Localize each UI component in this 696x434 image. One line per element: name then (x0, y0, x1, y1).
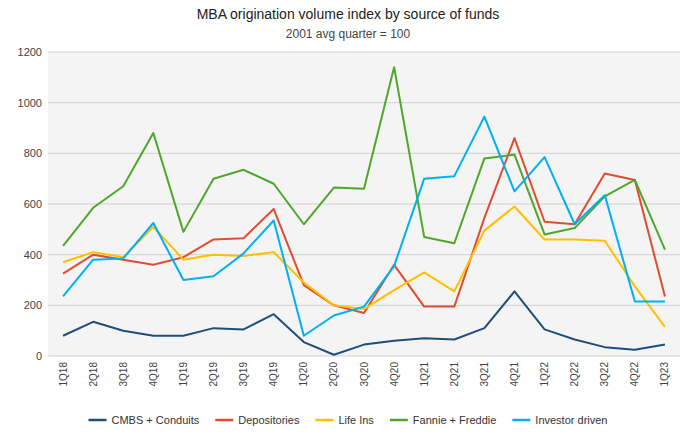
y-tick-label: 0 (36, 350, 42, 362)
legend-item: Investor driven (512, 414, 607, 426)
grid-line (48, 204, 680, 205)
legend-swatch (390, 419, 408, 422)
grid-line (48, 102, 680, 103)
x-tick-label: 2Q18 (88, 362, 99, 387)
legend-swatch (512, 419, 530, 422)
x-tick-label: 2Q22 (569, 362, 580, 387)
y-axis: 0 200 400 600 800 1000 1200 (18, 46, 680, 362)
x-tick-label: 1Q22 (539, 362, 550, 387)
x-tick-label: 1Q21 (419, 362, 430, 387)
legend-label: CMBS + Conduits (112, 414, 200, 426)
x-tick-label: 1Q19 (178, 362, 189, 387)
plot-area (48, 52, 680, 356)
legend-item: Life Ins (315, 414, 374, 426)
x-tick-label: 3Q19 (238, 362, 249, 387)
grid-line (48, 52, 680, 53)
legend-label: Investor driven (535, 414, 607, 426)
x-tick-label: 3Q22 (599, 362, 610, 387)
y-tick-label: 1200 (18, 46, 42, 58)
line (63, 291, 665, 354)
legend-label: Life Ins (338, 414, 374, 426)
legend-item: Depositories (215, 414, 300, 426)
x-tick-label: 3Q20 (359, 362, 370, 387)
x-tick-label: 2Q20 (328, 362, 339, 387)
x-tick-label: 4Q19 (268, 362, 279, 387)
x-tick-label: 1Q23 (659, 362, 670, 387)
x-tick-label: 2Q21 (449, 362, 460, 387)
y-tick-label: 1000 (18, 97, 42, 109)
y-tick-label: 800 (24, 147, 42, 159)
subtitle: 2001 avg quarter = 100 (286, 27, 411, 41)
legend-swatch (315, 419, 333, 422)
x-tick-label: 2Q19 (208, 362, 219, 387)
line (63, 117, 665, 336)
x-tick-label: 4Q18 (148, 362, 159, 387)
x-tick-label: 1Q18 (58, 362, 69, 387)
x-tick-label: 4Q21 (509, 362, 520, 387)
legend-swatch (215, 419, 233, 422)
x-axis: 1Q18 2Q18 3Q18 4Q18 1Q19 2Q19 3Q19 4Q19 1Q20 2Q20… (58, 362, 671, 387)
legend-item: Fannie + Freddie (390, 414, 496, 426)
chart: MBA origination volume index by source o… (0, 0, 696, 434)
grid-line (48, 356, 680, 357)
x-tick-label: 1Q20 (298, 362, 309, 387)
legend-item: CMBS + Conduits (89, 414, 200, 426)
legend-label: Depositories (238, 414, 300, 426)
x-tick-label: 4Q22 (629, 362, 640, 387)
x-tick-label: 3Q21 (479, 362, 490, 387)
y-tick-label: 600 (24, 198, 42, 210)
line (63, 138, 665, 313)
title: MBA origination volume index by source o… (197, 6, 500, 22)
y-tick-label: 400 (24, 249, 42, 261)
series-lines (63, 67, 665, 355)
x-tick-label: 3Q18 (118, 362, 129, 387)
legend: CMBS + Conduits Depositories Life Ins Fanni… (89, 414, 608, 426)
y-tick-label: 200 (24, 299, 42, 311)
legend-swatch (89, 419, 107, 422)
legend-label: Fannie + Freddie (413, 414, 496, 426)
x-tick-label: 4Q20 (389, 362, 400, 387)
grid-line (48, 254, 680, 255)
